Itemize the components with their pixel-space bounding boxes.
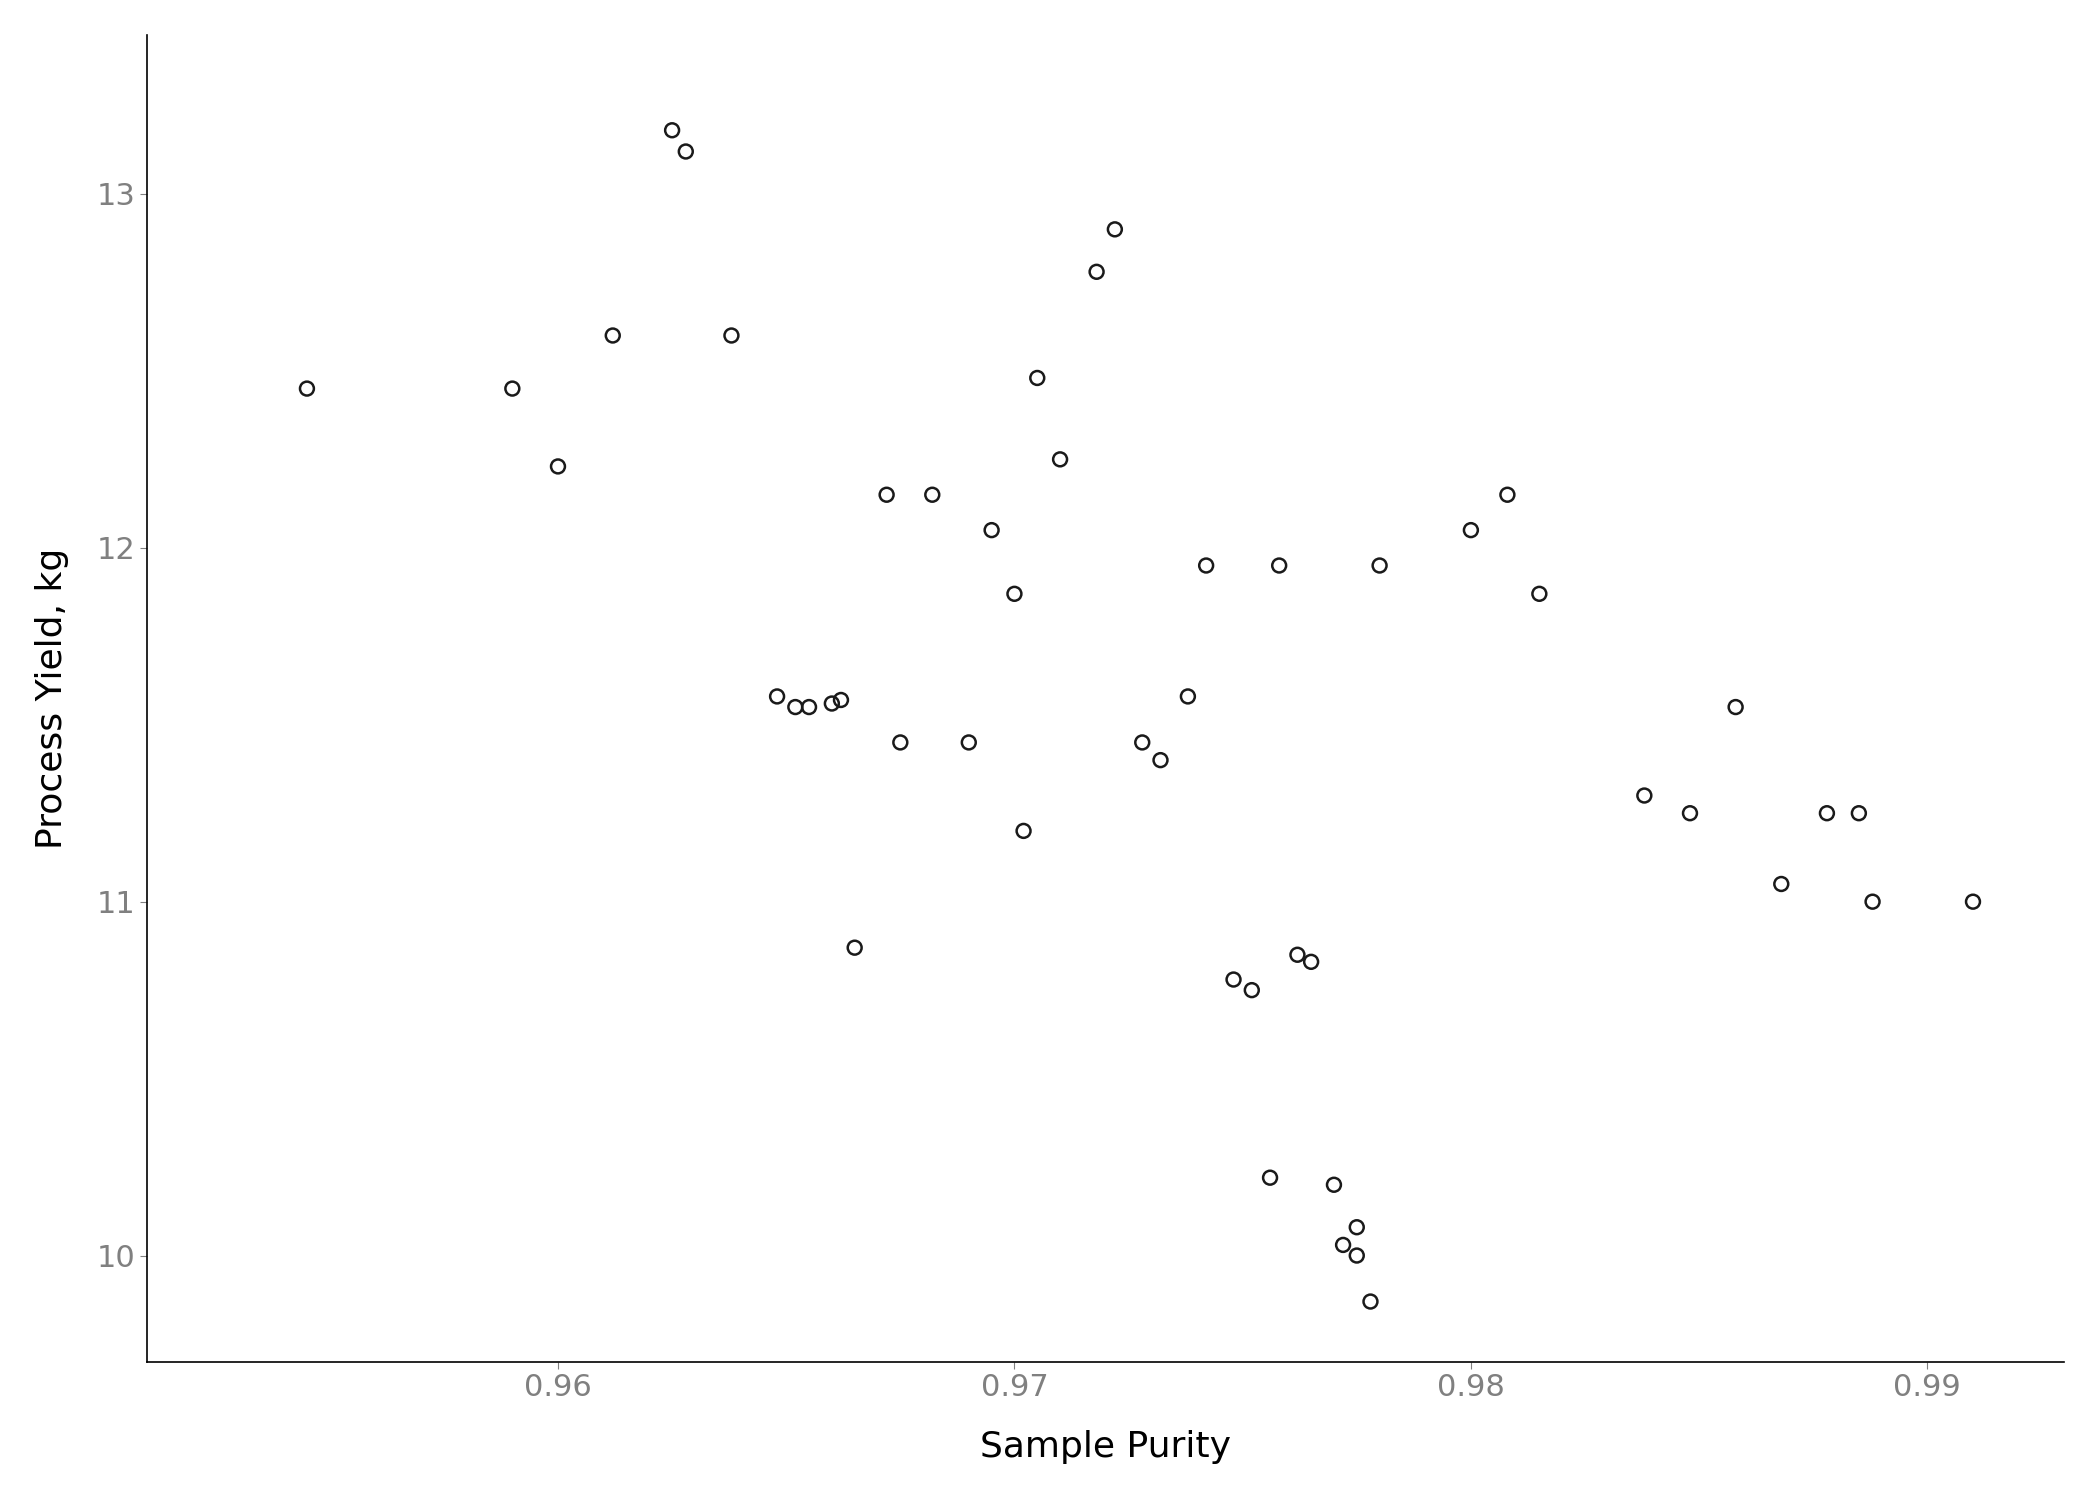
Point [953, 730, 987, 754]
Point [1490, 483, 1524, 507]
Point [779, 696, 812, 720]
Point [596, 324, 630, 348]
Y-axis label: Process Yield, kg: Process Yield, kg [36, 547, 69, 848]
Point [915, 483, 949, 507]
Point [1354, 1289, 1387, 1313]
Point [1318, 1172, 1352, 1196]
Point [1020, 366, 1054, 390]
Point [1253, 1166, 1287, 1190]
Point [1339, 1244, 1373, 1268]
Point [1295, 950, 1329, 974]
Point [1327, 1234, 1360, 1258]
Point [1234, 979, 1268, 1003]
Point [1843, 802, 1877, 826]
Point [814, 691, 848, 715]
Point [1125, 730, 1159, 754]
X-axis label: Sample Purity: Sample Purity [980, 1430, 1232, 1465]
Point [1190, 553, 1224, 577]
Point [290, 376, 323, 400]
Point [869, 483, 903, 507]
Point [1144, 748, 1178, 772]
Point [714, 324, 747, 348]
Point [1043, 447, 1077, 471]
Point [670, 139, 703, 163]
Point [825, 688, 858, 712]
Point [1079, 259, 1112, 283]
Point [1217, 967, 1251, 991]
Point [1627, 784, 1660, 808]
Point [760, 685, 793, 709]
Point [1261, 553, 1295, 577]
Point [1522, 582, 1555, 606]
Point [542, 454, 575, 478]
Point [1171, 685, 1205, 709]
Point [1008, 818, 1041, 842]
Point [1856, 890, 1889, 914]
Point [884, 730, 917, 754]
Point [838, 935, 871, 959]
Point [1098, 217, 1131, 241]
Point [1956, 890, 1990, 914]
Point [1339, 1216, 1373, 1240]
Point [1673, 802, 1706, 826]
Point [655, 118, 688, 142]
Point [974, 519, 1008, 543]
Point [1280, 943, 1314, 967]
Point [1455, 519, 1488, 543]
Point [495, 376, 529, 400]
Point [1362, 553, 1396, 577]
Point [1719, 696, 1753, 720]
Point [791, 696, 825, 720]
Point [1809, 802, 1843, 826]
Point [1765, 872, 1799, 896]
Point [997, 582, 1031, 606]
